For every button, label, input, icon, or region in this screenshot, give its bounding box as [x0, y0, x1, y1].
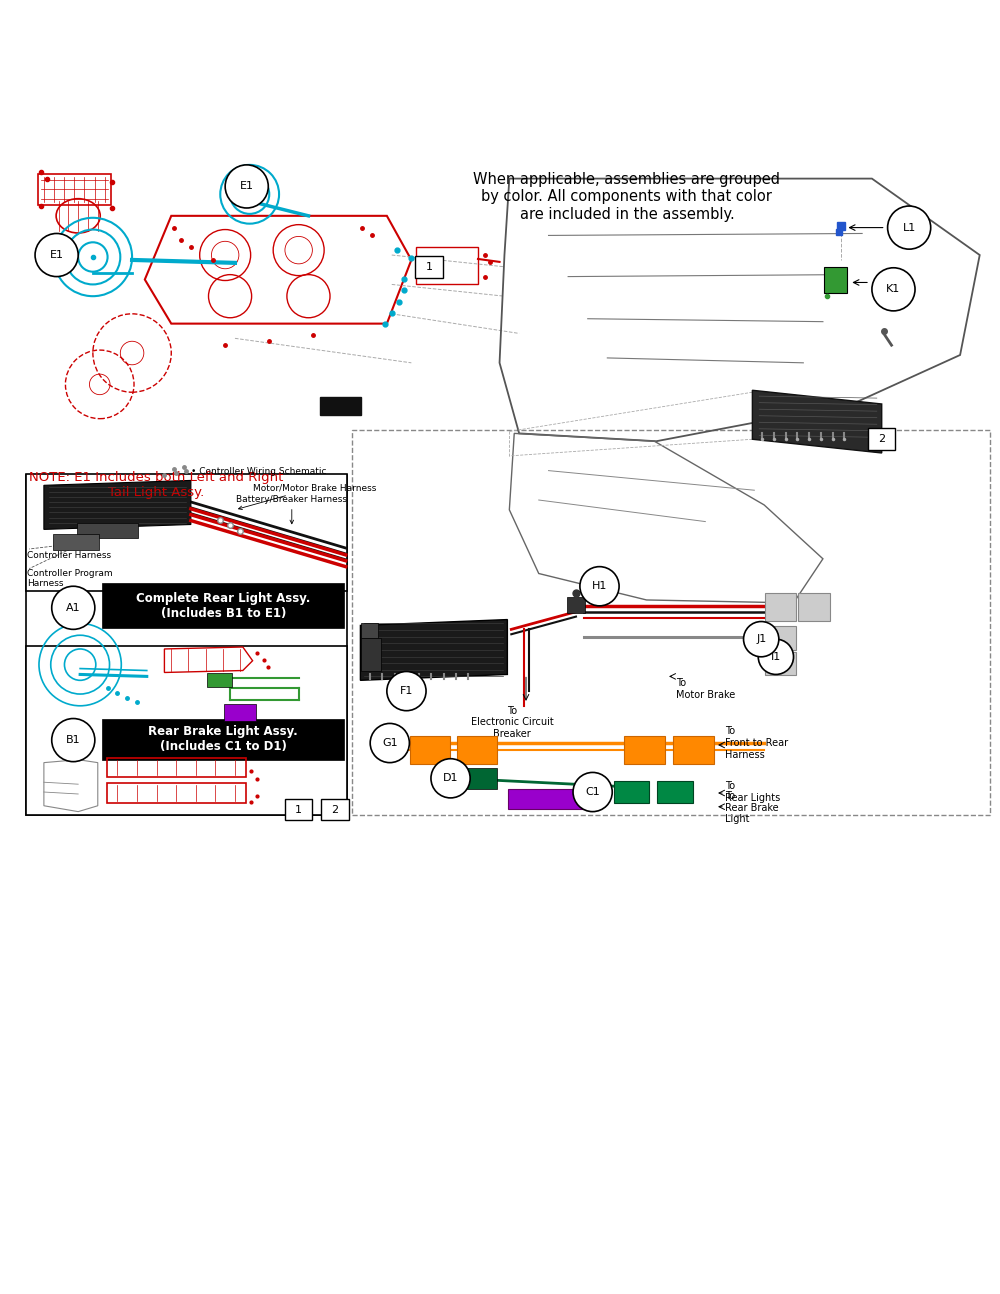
Text: To
Motor Brake: To Motor Brake: [676, 678, 735, 700]
FancyBboxPatch shape: [26, 474, 347, 591]
FancyBboxPatch shape: [361, 622, 378, 638]
FancyBboxPatch shape: [26, 646, 347, 814]
FancyBboxPatch shape: [457, 736, 497, 763]
FancyBboxPatch shape: [657, 782, 693, 802]
FancyBboxPatch shape: [567, 597, 585, 612]
Text: When applicable, assemblies are grouped
by color. All components with that color: When applicable, assemblies are grouped …: [473, 172, 780, 221]
FancyBboxPatch shape: [673, 736, 714, 763]
Text: NOTE: E1 Includes both Left and Right
Tail Light Assy.: NOTE: E1 Includes both Left and Right Ta…: [29, 471, 284, 498]
Text: Controller Harness: Controller Harness: [27, 551, 111, 560]
Text: To
Rear Lights: To Rear Lights: [725, 782, 780, 802]
FancyBboxPatch shape: [508, 789, 589, 809]
Text: Complete Rear Light Assy.
(Includes B1 to E1): Complete Rear Light Assy. (Includes B1 t…: [136, 591, 310, 620]
FancyBboxPatch shape: [410, 736, 450, 763]
Circle shape: [872, 268, 915, 311]
Text: J1: J1: [756, 634, 766, 644]
Text: E1: E1: [50, 250, 64, 260]
FancyBboxPatch shape: [352, 431, 990, 814]
Circle shape: [573, 773, 612, 811]
Polygon shape: [44, 480, 191, 529]
Circle shape: [744, 621, 779, 657]
FancyBboxPatch shape: [102, 718, 344, 760]
Text: H1: H1: [592, 581, 607, 591]
Text: 2: 2: [331, 805, 338, 815]
Circle shape: [888, 206, 931, 250]
FancyBboxPatch shape: [765, 593, 796, 621]
Text: Motor/Motor Brake Harness: Motor/Motor Brake Harness: [239, 483, 376, 510]
FancyBboxPatch shape: [285, 798, 312, 820]
Circle shape: [225, 164, 268, 208]
FancyBboxPatch shape: [77, 523, 138, 538]
Circle shape: [758, 639, 794, 674]
Circle shape: [580, 567, 619, 606]
Text: To
Front to Rear
Harness: To Front to Rear Harness: [725, 726, 788, 760]
Text: I1: I1: [771, 652, 781, 661]
Text: To
Rear Brake
Light: To Rear Brake Light: [725, 791, 779, 824]
Polygon shape: [752, 391, 882, 453]
FancyBboxPatch shape: [765, 652, 796, 675]
Text: A1: A1: [66, 603, 81, 613]
Circle shape: [431, 758, 470, 798]
Circle shape: [35, 233, 78, 277]
Circle shape: [387, 672, 426, 710]
Text: 1: 1: [425, 261, 432, 272]
Text: K1: K1: [886, 285, 901, 294]
FancyBboxPatch shape: [53, 534, 99, 550]
FancyBboxPatch shape: [361, 638, 381, 672]
FancyBboxPatch shape: [798, 593, 830, 621]
FancyBboxPatch shape: [224, 704, 256, 722]
Text: C1: C1: [585, 787, 600, 797]
FancyBboxPatch shape: [320, 397, 361, 415]
Text: Battery/Breaker Harness: Battery/Breaker Harness: [236, 496, 347, 524]
FancyBboxPatch shape: [207, 673, 232, 687]
FancyBboxPatch shape: [868, 428, 895, 450]
Text: E1: E1: [240, 181, 254, 192]
FancyBboxPatch shape: [415, 256, 443, 278]
Circle shape: [370, 723, 409, 762]
FancyBboxPatch shape: [614, 782, 649, 802]
Circle shape: [52, 586, 95, 629]
Polygon shape: [360, 620, 507, 681]
Text: F1: F1: [400, 686, 413, 696]
Text: D1: D1: [443, 774, 458, 783]
FancyBboxPatch shape: [321, 798, 349, 820]
Text: G1: G1: [382, 738, 398, 748]
FancyBboxPatch shape: [102, 584, 344, 629]
Text: 1: 1: [295, 805, 302, 815]
Text: • Controller Wiring Schematic: • Controller Wiring Schematic: [191, 467, 326, 476]
Text: 2: 2: [878, 435, 885, 444]
Text: To
Electronic Circuit
Breaker: To Electronic Circuit Breaker: [471, 705, 554, 739]
Circle shape: [52, 718, 95, 762]
FancyBboxPatch shape: [467, 767, 497, 789]
FancyBboxPatch shape: [765, 626, 796, 650]
Text: Rear Brake Light Assy.
(Includes C1 to D1): Rear Brake Light Assy. (Includes C1 to D…: [148, 725, 298, 753]
Text: L1: L1: [903, 223, 916, 233]
Text: B1: B1: [66, 735, 81, 745]
FancyBboxPatch shape: [624, 736, 665, 763]
Text: Controller Program
Harness: Controller Program Harness: [27, 568, 113, 587]
FancyBboxPatch shape: [824, 267, 847, 294]
FancyBboxPatch shape: [26, 475, 347, 814]
